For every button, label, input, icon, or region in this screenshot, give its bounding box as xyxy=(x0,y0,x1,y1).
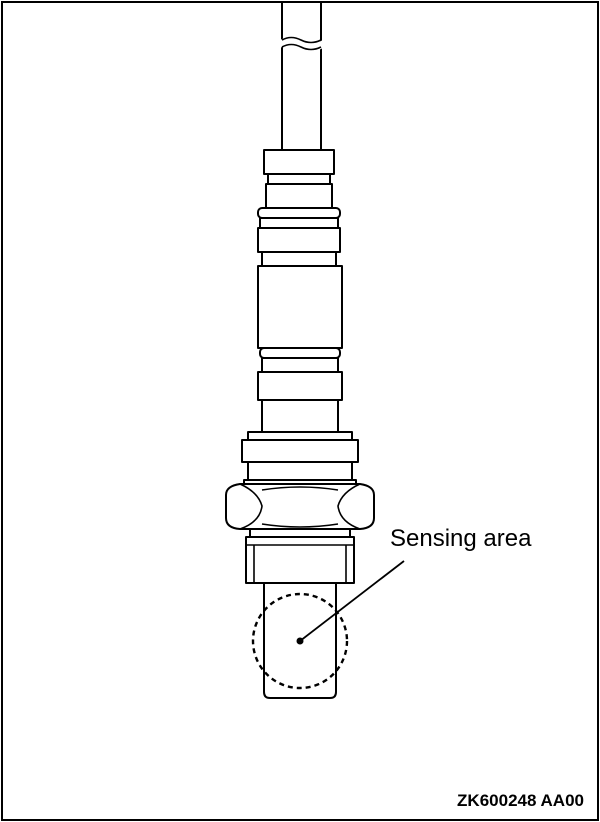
figure-code: ZK600248 AA00 xyxy=(457,791,584,810)
callout-leader-line xyxy=(299,560,405,642)
sensor-cable xyxy=(281,1,322,151)
callout-label: Sensing area xyxy=(390,525,532,552)
sensing-area-circle xyxy=(251,592,349,690)
hex-nut xyxy=(225,483,375,530)
oxygen-sensor-icon xyxy=(225,1,375,699)
